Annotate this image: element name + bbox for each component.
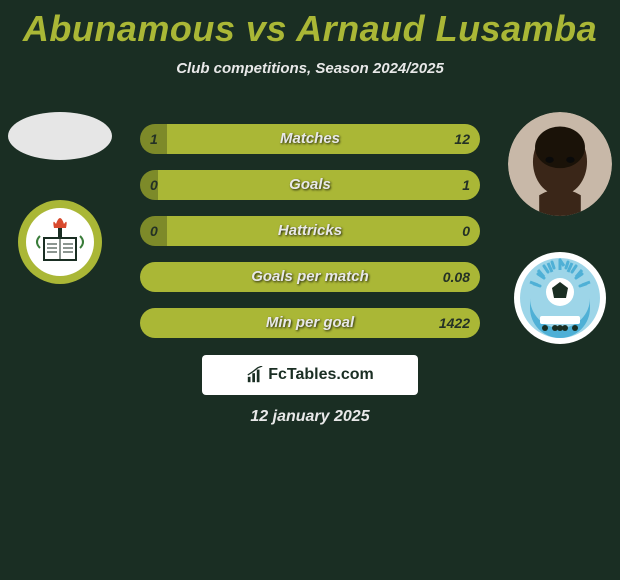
left-avatar-column (8, 112, 112, 324)
stat-row: 0.08Goals per match (140, 262, 480, 292)
stat-label: Min per goal (140, 308, 480, 338)
stat-row: 112Matches (140, 124, 480, 154)
stat-label: Goals (140, 170, 480, 200)
stat-label: Goals per match (140, 262, 480, 292)
right-club-badge (508, 246, 612, 350)
chart-icon (246, 366, 264, 384)
left-player-avatar (8, 112, 112, 160)
stat-row: 01Goals (140, 170, 480, 200)
left-club-badge (8, 190, 112, 294)
date-label: 12 january 2025 (0, 408, 620, 426)
stat-label: Hattricks (140, 216, 480, 246)
stats-bars: 112Matches 01Goals 00Hattricks 0.08Goals pe… (140, 124, 480, 354)
brand-label: FcTables.com (246, 366, 374, 384)
right-player-avatar (508, 112, 612, 216)
page-title: Abunamous vs Arnaud Lusamba (0, 0, 620, 50)
brand-text: FcTables.com (268, 366, 374, 384)
stat-row: 00Hattricks (140, 216, 480, 246)
stat-row: 1422Min per goal (140, 308, 480, 338)
right-avatar-column (508, 112, 612, 380)
brand-pill: FcTables.com (202, 355, 418, 395)
stat-label: Matches (140, 124, 480, 154)
subtitle: Club competitions, Season 2024/2025 (0, 60, 620, 77)
